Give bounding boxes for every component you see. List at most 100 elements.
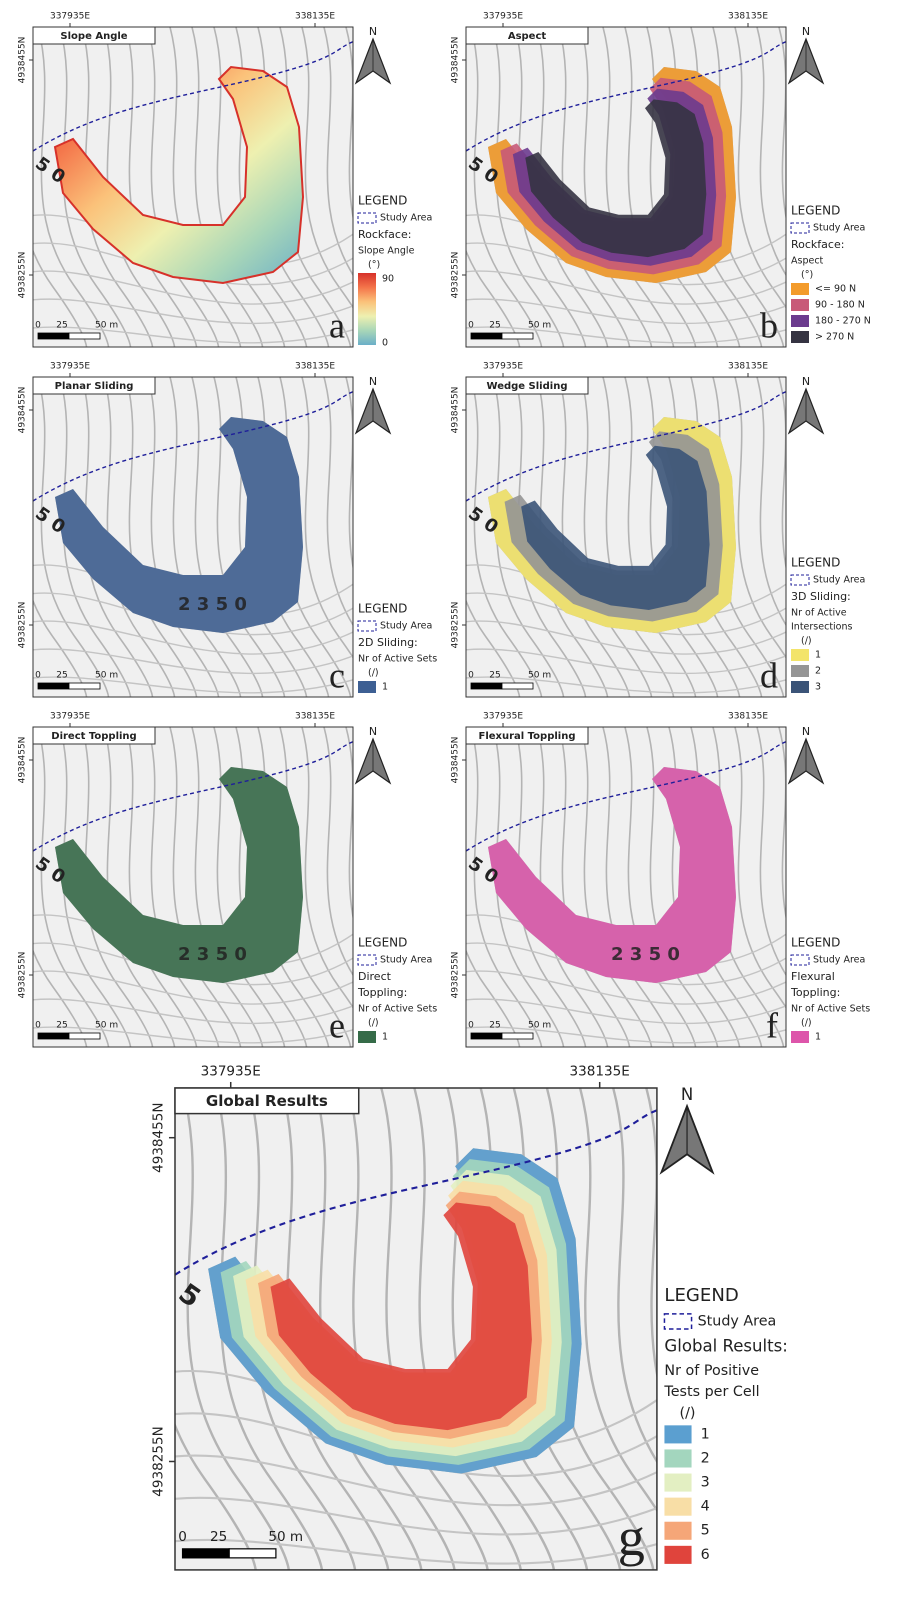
figure: 5 0 Slope Angle 337935E 338135E 4938455N 4938… <box>0 0 897 1612</box>
legend-heading: Rockface: <box>358 228 411 241</box>
legend-swatch <box>664 1498 691 1516</box>
legend-swatch <box>791 283 809 295</box>
coord-label: 338135E <box>728 12 768 22</box>
north-label: N <box>802 725 810 738</box>
legend-label: 1 <box>701 1426 710 1442</box>
legend-swatch <box>791 681 809 693</box>
legend-swatch <box>791 299 809 311</box>
legend-label: 1 <box>382 1032 388 1043</box>
legend-title: LEGEND <box>791 204 840 218</box>
legend-label: 5 <box>701 1523 710 1539</box>
coord-label: 337935E <box>50 12 90 22</box>
coord-label: 4938255N <box>150 1426 166 1496</box>
legend-label: 2 <box>815 666 821 677</box>
coord-label: 4938255N <box>18 952 28 999</box>
legend-heading: Flexural <box>791 970 835 983</box>
legend-heading: Global Results: <box>664 1337 787 1356</box>
panel-title: Global Results <box>206 1092 328 1110</box>
contour-label: 2 3 5 0 <box>178 594 247 615</box>
legend-label: 1 <box>815 650 821 661</box>
legend-label: Study Area <box>380 955 432 966</box>
coord-label: 4938455N <box>451 737 461 784</box>
legend-swatch <box>358 681 376 693</box>
scale-label: 25 <box>489 671 500 681</box>
legend-subheading: Nr of Positive <box>664 1363 759 1379</box>
scale-label: 0 <box>468 321 474 331</box>
legend-swatch <box>791 331 809 343</box>
coord-label: 338135E <box>295 712 335 722</box>
panel-letter: b <box>760 305 778 345</box>
legend-swatch-study-area <box>358 955 376 965</box>
scale-label: 50 m <box>95 321 118 331</box>
legend-swatch-study-area <box>791 223 809 233</box>
legend-label: 90 <box>382 274 394 285</box>
legend-swatch <box>664 1522 691 1540</box>
map-body: 5 02 3 5 0 <box>13 717 417 1067</box>
scale-label: 50 m <box>268 1529 303 1545</box>
coord-label: 4938255N <box>18 252 28 299</box>
panel-title: Planar Sliding <box>55 381 134 392</box>
legend-subheading: (/) <box>368 668 379 679</box>
legend-label: Study Area <box>698 1313 777 1329</box>
coord-label: 4938455N <box>451 387 461 434</box>
scale-label: 25 <box>56 321 67 331</box>
legend-swatch-study-area <box>791 955 809 965</box>
legend-swatch <box>664 1425 691 1443</box>
legend-title: LEGEND <box>358 936 407 950</box>
panel-letter: d <box>760 655 778 695</box>
scale-label: 25 <box>210 1529 227 1545</box>
map-panel: 5 02 3 5 0Flexural Toppling337935E338135… <box>446 712 870 1068</box>
scale-label: 0 <box>35 671 41 681</box>
panel-title: Slope Angle <box>60 31 127 42</box>
coord-label: 4938255N <box>451 602 461 649</box>
scale-label: 0 <box>468 671 474 681</box>
legend-label: 0 <box>382 338 388 349</box>
panel-letter: f <box>766 1005 778 1045</box>
map-panel: 5 0Wedge Sliding337935E338135E4938455N49… <box>446 362 865 718</box>
map-body: 5 <box>145 1073 753 1600</box>
coord-label: 337935E <box>201 1063 261 1079</box>
legend-swatch <box>664 1474 691 1492</box>
north-label: N <box>369 725 377 738</box>
legend-subheading: Nr of Active Sets <box>358 1004 437 1015</box>
north-label: N <box>681 1085 693 1104</box>
legend-heading: 2D Sliding: <box>358 636 418 649</box>
coord-label: 4938455N <box>18 737 28 784</box>
legend-label: > 270 N <box>815 332 854 343</box>
scale-label: 25 <box>489 1021 500 1031</box>
coord-label: 338135E <box>295 12 335 22</box>
legend-title: LEGEND <box>358 194 407 208</box>
legend-swatch-study-area <box>358 621 376 631</box>
scale-label: 50 m <box>95 1021 118 1031</box>
legend-swatch <box>791 1031 809 1043</box>
legend-subheading: (°) <box>801 270 813 281</box>
coord-label: 338135E <box>728 362 768 372</box>
scale-label: 0 <box>178 1529 187 1545</box>
legend-subheading: (/) <box>680 1405 696 1421</box>
coord-label: 337935E <box>50 712 90 722</box>
north-label: N <box>802 25 810 38</box>
panel-letter: c <box>329 655 345 695</box>
scale-bar <box>38 333 69 339</box>
coord-label: 338135E <box>728 712 768 722</box>
coord-label: 4938255N <box>451 252 461 299</box>
scale-bar <box>38 683 69 689</box>
legend-title: LEGEND <box>791 936 840 950</box>
legend-label: 1 <box>815 1032 821 1043</box>
scale-label: 0 <box>35 321 41 331</box>
coord-label: 338135E <box>295 362 335 372</box>
legend-heading: Direct <box>358 970 392 983</box>
coord-label: 4938255N <box>451 952 461 999</box>
legend-title: LEGEND <box>358 602 407 616</box>
map-body: 5 0 <box>446 367 850 717</box>
legend-subheading: Nr of Active Sets <box>358 654 437 665</box>
legend-subheading: (/) <box>801 1018 812 1029</box>
legend-label: Study Area <box>380 621 432 632</box>
legend-title: LEGEND <box>664 1285 738 1306</box>
scale-bar <box>69 333 100 339</box>
panel-title: Wedge Sliding <box>487 381 568 392</box>
legend-label: 180 - 270 N <box>815 316 871 327</box>
legend-gradient <box>358 273 376 345</box>
coord-label: 4938455N <box>18 37 28 84</box>
scale-bar <box>471 1033 502 1039</box>
